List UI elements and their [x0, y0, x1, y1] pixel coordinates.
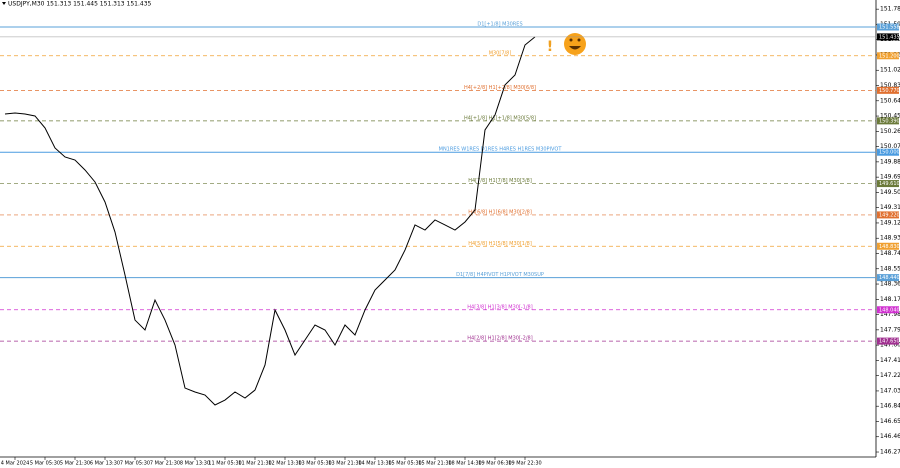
level-label: H4[2/8] H1[2/8] M30[-2/8]	[467, 336, 532, 342]
y-tick-label: 150.830	[880, 82, 900, 89]
y-tick-label: 151.780	[880, 6, 900, 13]
level-label: H4[5/8] H1[5/8] M30[1/8]	[468, 241, 532, 247]
level-tag	[877, 211, 899, 219]
y-tick-label: 148.550	[880, 265, 900, 272]
chart-title: USDJPY,M30 151.313 151.445 151.313 151.4…	[8, 1, 152, 8]
x-tick-label: 14 Mar 13:30	[358, 461, 391, 467]
emoji-eye	[569, 38, 573, 42]
level-label: D1[7/8] H4PIVOT H1PIVOT M30SUP	[456, 272, 544, 278]
y-tick-label: 147.220	[880, 372, 900, 379]
level-label: MN1RES W1RES D1RES H4RES H1RES M30PIVOT	[439, 147, 563, 153]
y-tick-label: 146.650	[880, 418, 900, 425]
level-label: H4[3/8] H1[3/8] M30[-1/8]	[467, 304, 532, 310]
current-price-tag	[877, 33, 899, 41]
x-tick-label: 5 Mar 21:30	[60, 461, 90, 467]
x-tick-label: 4 Mar 2024	[1, 461, 30, 467]
level-tag-label: 151.558	[879, 25, 900, 31]
level-tag	[877, 52, 899, 60]
level-label: H4[6/8] H1[6/8] M30[2/8]	[468, 209, 532, 215]
x-tick-label: 15 Mar 21:30	[418, 461, 451, 467]
y-tick-label: 150.450	[880, 113, 900, 120]
y-tick-label: 147.790	[880, 326, 900, 333]
y-tick-label: 146.460	[880, 433, 900, 440]
level-tag-label: 150.390	[879, 118, 900, 124]
y-tick-label: 146.840	[880, 403, 900, 410]
level-tag	[877, 337, 899, 345]
x-tick-label: 12 Mar 13:30	[268, 461, 301, 467]
level-tag-label: 150.770	[879, 88, 900, 94]
y-tick-label: 149.500	[880, 189, 900, 196]
y-tick-label: 150.260	[880, 128, 900, 135]
level-tag	[877, 117, 899, 125]
level-tag	[877, 306, 899, 314]
x-tick-label: 15 Mar 05:30	[388, 461, 421, 467]
level-label: M30[7/8]	[489, 50, 512, 56]
current-price-label: 151.435	[879, 34, 900, 40]
level-tag-label: 148.040	[879, 307, 900, 313]
x-tick-label: 6 Mar 13:30	[90, 461, 120, 467]
y-tick-label: 149.690	[880, 174, 900, 181]
level-label: H4[7/8] H1[7/8] M30[3/8]	[468, 178, 532, 184]
y-tick-label: 147.600	[880, 342, 900, 349]
y-tick-label: 147.980	[880, 311, 900, 318]
x-tick-label: 7 Mar 05:30	[120, 461, 150, 467]
x-tick-label: 8 Mar 13:30	[180, 461, 210, 467]
x-tick-label: 18 Mar 14:30	[448, 461, 481, 467]
x-tick-label: 13 Mar 05:30	[298, 461, 331, 467]
alert-mark: !	[547, 39, 553, 55]
y-tick-label: 146.270	[880, 449, 900, 456]
y-tick-label: 149.880	[880, 158, 900, 165]
emoji-face	[564, 33, 586, 55]
y-tick-label: 150.070	[880, 143, 900, 150]
level-tag-label: 149.220	[879, 212, 900, 218]
level-tag	[877, 242, 899, 250]
level-tag-label: 147.650	[879, 339, 900, 345]
level-label: H4[+1/8] H1[+1/8] M30[5/8]	[464, 115, 536, 121]
y-tick-label: 148.170	[880, 296, 900, 303]
y-tick-label: 148.930	[880, 235, 900, 242]
x-tick-label: 11 Mar 21:30	[238, 461, 271, 467]
level-tag-label: 150.000	[879, 150, 900, 156]
level-tag	[877, 274, 899, 282]
y-tick-label: 150.640	[880, 97, 900, 104]
x-tick-label: 5 Mar 05:30	[30, 461, 60, 467]
y-tick-label: 149.120	[880, 219, 900, 226]
y-tick-label: 148.360	[880, 281, 900, 288]
level-tag-label: 149.610	[879, 181, 900, 187]
level-tag-label: 151.200	[879, 53, 900, 59]
level-tag	[877, 148, 899, 156]
x-tick-label: 13 Mar 21:30	[328, 461, 361, 467]
y-tick-label: 148.740	[880, 250, 900, 257]
x-tick-label: 19 Mar 06:30	[478, 461, 511, 467]
y-tick-label: 147.030	[880, 387, 900, 394]
y-tick-label: 147.410	[880, 357, 900, 364]
y-tick-label: 151.020	[880, 67, 900, 74]
level-label: D1[+1/8] M30RES	[477, 22, 522, 28]
emoji-mouth	[569, 46, 581, 50]
level-tag-label: 148.440	[879, 275, 900, 281]
emoji-eye	[577, 38, 581, 42]
price-line	[4, 36, 536, 406]
level-label: H4[+2/8] H1[+2/8] M30[6/8]	[464, 85, 536, 91]
level-tag-label: 148.830	[879, 244, 900, 250]
menu-arrow	[2, 2, 6, 5]
x-tick-label: 19 Mar 22:30	[508, 461, 541, 467]
y-tick-label: 149.310	[880, 204, 900, 211]
emoji	[564, 33, 586, 55]
level-tag	[877, 180, 899, 188]
level-tag	[877, 23, 899, 31]
x-tick-label: 7 Mar 21:30	[150, 461, 180, 467]
x-tick-label: 11 Mar 05:30	[208, 461, 241, 467]
level-tag	[877, 86, 899, 94]
